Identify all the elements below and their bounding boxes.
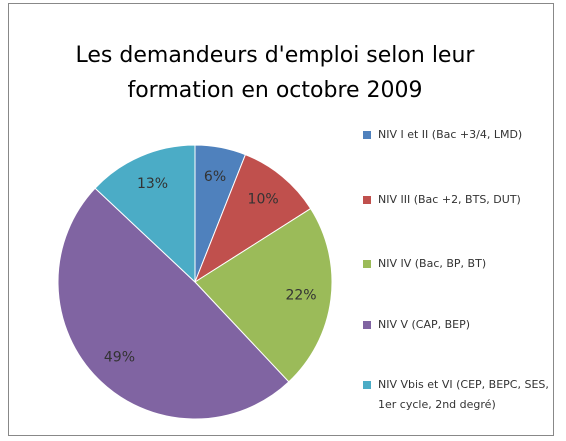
data-label: 49%: [104, 350, 135, 366]
data-label: 22%: [285, 287, 316, 303]
legend-label: NIV V (CAP, BEP): [378, 318, 471, 331]
pie-slice: [193, 153, 312, 284]
data-label: 6%: [204, 169, 226, 185]
data-label: 13%: [137, 176, 168, 192]
chart-frame: [8, 3, 554, 436]
pie-slice: [94, 144, 196, 284]
data-label: 10%: [248, 192, 279, 208]
legend-swatch: [363, 131, 371, 139]
legend-swatch: [363, 381, 371, 389]
legend-swatch: [363, 260, 371, 268]
legend-swatch: [363, 196, 371, 204]
pie-slice: [57, 187, 290, 420]
legend-label: NIV III (Bac +2, BTS, DUT): [378, 193, 521, 206]
legend-swatch: [363, 321, 371, 329]
legend-label: NIV Vbis et VI (CEP, BEPC, SES, 1er cycl…: [378, 378, 549, 411]
legend-label: NIV IV (Bac, BP, BT): [378, 257, 487, 270]
chart-title: Les demandeurs d'emploi selon leur forma…: [75, 43, 475, 103]
pie-slice: [194, 207, 333, 383]
legend-label: NIV I et II (Bac +3/4, LMD): [378, 128, 523, 141]
